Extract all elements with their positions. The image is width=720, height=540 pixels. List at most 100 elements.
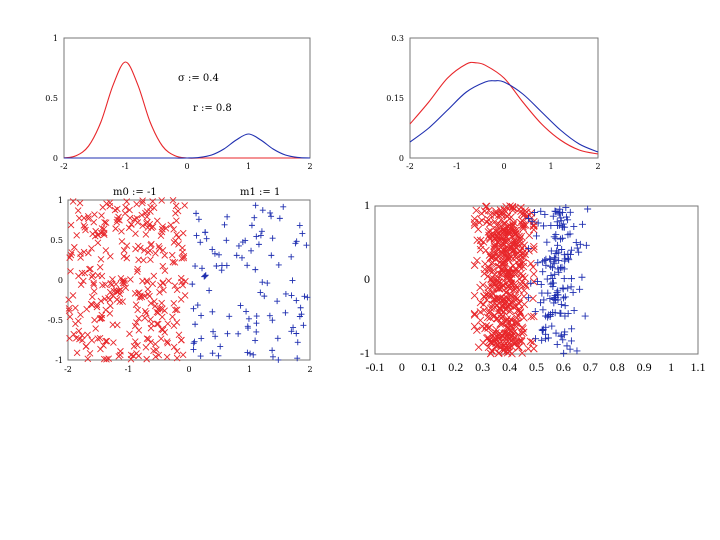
scatter-point bbox=[74, 207, 82, 214]
scatter-point bbox=[88, 245, 95, 252]
scatter-point bbox=[159, 262, 167, 270]
scatter-point bbox=[140, 256, 147, 264]
scatter-point bbox=[77, 281, 85, 289]
scatter-point bbox=[224, 213, 231, 220]
scatter-point bbox=[148, 240, 155, 248]
scatter-point bbox=[112, 225, 119, 232]
scatter-point bbox=[558, 234, 566, 242]
y-tick-label: 0 bbox=[399, 154, 404, 163]
scatter-point bbox=[509, 339, 518, 348]
scatter-point bbox=[499, 220, 508, 228]
y-tick-label: 0 bbox=[58, 276, 63, 285]
scatter-point bbox=[539, 327, 547, 335]
scatter-point bbox=[267, 209, 274, 216]
scatter-point bbox=[512, 337, 521, 345]
scatter-point bbox=[75, 272, 82, 280]
scatter-point bbox=[553, 340, 561, 348]
scatter-point bbox=[126, 330, 133, 338]
scatter-point bbox=[102, 306, 110, 314]
scatter-point bbox=[502, 273, 511, 282]
scatter-point bbox=[147, 256, 154, 263]
density-chart-2: -2 -1 0 1 2 0 0.15 0.3 bbox=[386, 34, 600, 171]
scatter-point bbox=[560, 251, 568, 259]
scatter-point bbox=[529, 270, 538, 278]
scatter-point bbox=[560, 275, 568, 283]
scatter-point bbox=[470, 309, 479, 318]
scatter-point bbox=[527, 259, 535, 268]
scatter-point bbox=[255, 241, 262, 248]
scatter-point bbox=[559, 336, 567, 344]
scatter-point bbox=[550, 233, 558, 241]
scatter-point bbox=[529, 245, 538, 254]
scatter-point bbox=[510, 245, 519, 253]
scatter-point bbox=[65, 307, 73, 315]
scatter-point bbox=[197, 239, 204, 246]
scatter-point bbox=[470, 322, 479, 331]
scatter-point bbox=[504, 346, 512, 354]
scatter-point bbox=[81, 269, 89, 277]
scatter-point bbox=[199, 265, 206, 272]
scatter-point bbox=[224, 330, 231, 337]
scatter-point bbox=[266, 312, 273, 319]
x-tick-label: 0.1 bbox=[421, 360, 436, 374]
scatter-point bbox=[103, 200, 110, 208]
scatter-point bbox=[96, 263, 104, 271]
scatter-point bbox=[560, 331, 568, 339]
scatter-point bbox=[294, 339, 301, 346]
scatter-point bbox=[98, 272, 106, 280]
scatter-point bbox=[86, 265, 93, 273]
scatter-point bbox=[253, 328, 260, 335]
scatter-point bbox=[118, 238, 126, 245]
scatter-point bbox=[173, 217, 180, 224]
scatter-point bbox=[91, 316, 98, 324]
scatter-point bbox=[547, 222, 555, 230]
scatter-point bbox=[567, 246, 575, 254]
scatter-point bbox=[121, 210, 129, 217]
scatter-point bbox=[581, 312, 589, 320]
scatter-point bbox=[141, 246, 148, 254]
scatter-point bbox=[507, 270, 516, 279]
scatter-point bbox=[470, 291, 479, 300]
scatter-point bbox=[78, 332, 86, 339]
scatter-point bbox=[538, 326, 546, 334]
scatter-point bbox=[152, 353, 159, 361]
scatter-point bbox=[127, 355, 135, 363]
scatter-point bbox=[520, 286, 528, 295]
scatter-point bbox=[477, 209, 486, 218]
scatter-point bbox=[538, 289, 546, 297]
scatter-point bbox=[481, 265, 489, 274]
scatter-point bbox=[142, 344, 150, 351]
scatter-point bbox=[527, 279, 535, 287]
y-tick-label: 0.3 bbox=[391, 34, 404, 43]
scatter-point bbox=[223, 262, 230, 269]
scatter-point bbox=[131, 322, 139, 330]
scatter-point bbox=[301, 293, 308, 300]
scatter-point bbox=[497, 314, 506, 323]
scatter-point bbox=[131, 290, 139, 297]
scatter-point bbox=[139, 197, 146, 204]
scatter-point bbox=[522, 221, 530, 229]
scatter-point bbox=[511, 281, 520, 290]
scatter-point bbox=[478, 322, 487, 331]
scatter-point bbox=[529, 294, 537, 303]
scatter-point bbox=[148, 320, 155, 328]
scatter-point bbox=[503, 337, 512, 345]
scatter-point bbox=[126, 206, 133, 214]
scatter-point bbox=[159, 326, 167, 334]
scatter-point bbox=[492, 301, 501, 310]
scatter-point bbox=[500, 341, 509, 350]
scatter-point bbox=[244, 349, 251, 356]
scatter-point bbox=[529, 312, 538, 321]
scatter-point bbox=[501, 245, 509, 254]
scatter-point bbox=[259, 207, 266, 214]
scatter-point bbox=[505, 330, 514, 338]
scatter-point bbox=[197, 353, 204, 360]
series-line-2 bbox=[409, 80, 599, 153]
scatter-point bbox=[490, 311, 499, 320]
scatter-point bbox=[557, 214, 565, 222]
scatter-point bbox=[264, 280, 271, 287]
scatter-point bbox=[570, 306, 578, 314]
scatter-point bbox=[537, 280, 545, 288]
scatter-point bbox=[153, 217, 161, 225]
scatter-point bbox=[97, 255, 105, 263]
